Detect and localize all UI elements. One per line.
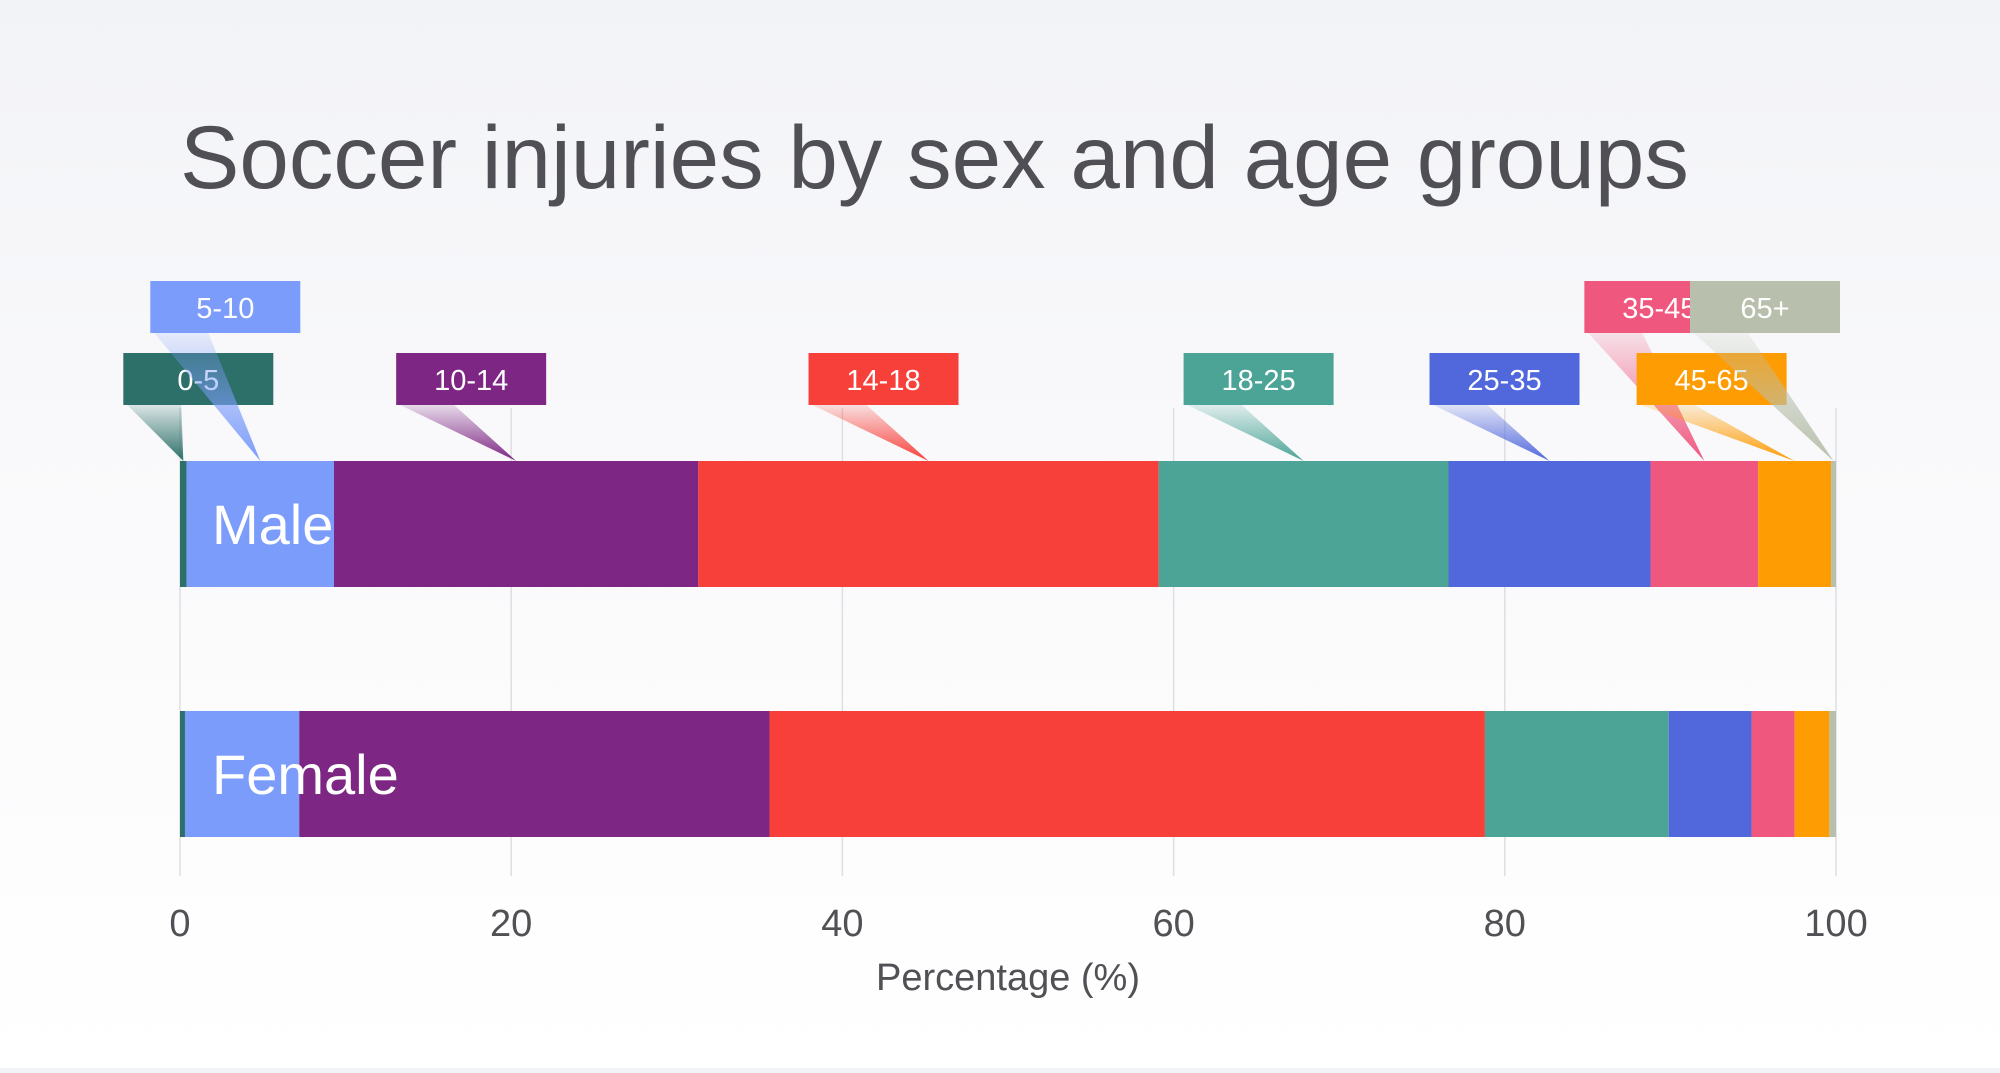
- bar-female-5-10: [184, 711, 300, 837]
- legend-pointer-14-18: [812, 405, 929, 461]
- x-tick-label: 60: [1152, 903, 1194, 945]
- bar-male-25-35: [1448, 461, 1651, 587]
- bar-male-5-10: [186, 461, 335, 587]
- legend-label-25-35: 25-35: [1467, 365, 1541, 397]
- bar-male-14-18: [698, 461, 1159, 587]
- bar-male-18-25: [1158, 461, 1449, 587]
- x-axis: 0 20 40 60 80 100: [169, 903, 1867, 945]
- legend-pointer-25-35: [1433, 405, 1550, 461]
- legend-box-5-10: [150, 281, 301, 333]
- bar-male-35-45: [1650, 461, 1759, 587]
- category-labels: Male Female: [212, 493, 399, 806]
- legend-pointer-5-10: [154, 333, 261, 461]
- legend-box-65: [1690, 281, 1840, 333]
- legend-box-18-25: [1183, 353, 1334, 405]
- bar-female-18-25: [1484, 711, 1669, 837]
- category-label-male: Male: [212, 493, 333, 556]
- legend-label-5-10: 5-10: [196, 293, 254, 325]
- bar-male-0-5: [180, 461, 187, 587]
- x-tick-label: 20: [490, 903, 532, 945]
- chart-title: Soccer injuries by sex and age groups: [180, 107, 1689, 207]
- bar-female-0-5: [180, 711, 185, 837]
- legend-pointer-18-25: [1187, 405, 1304, 461]
- bar-female-45-65: [1794, 711, 1830, 837]
- x-tick-label: 0: [169, 903, 190, 945]
- bar-male-10-14: [334, 461, 699, 587]
- bar-male-45-65: [1758, 461, 1832, 587]
- x-axis-label: Percentage (%): [876, 957, 1140, 999]
- category-label-female: Female: [212, 743, 399, 806]
- bar-female-25-35: [1668, 711, 1752, 837]
- legend-pointer-65: [1694, 333, 1834, 461]
- legend-box-25-35: [1429, 353, 1580, 405]
- legend-box-10-14: [396, 353, 547, 405]
- legend-label-35-45: 35-45: [1622, 293, 1696, 325]
- x-tick-label: 80: [1484, 903, 1526, 945]
- legend-label-65: 65+: [1740, 293, 1789, 325]
- bar-male-65: [1831, 461, 1836, 587]
- legend-box-14-18: [808, 353, 959, 405]
- bars-layer: [180, 461, 1836, 837]
- legend-pointer-10-14: [400, 405, 517, 461]
- legend-pointer-0-5: [127, 405, 184, 461]
- bar-female-65: [1829, 711, 1836, 837]
- legend-pointer-45-65: [1640, 405, 1795, 461]
- x-tick-label: 40: [821, 903, 863, 945]
- x-tick-label: 100: [1804, 903, 1867, 945]
- legend-label-14-18: 14-18: [846, 365, 920, 397]
- bar-female-35-45: [1751, 711, 1795, 837]
- bar-female-10-14: [299, 711, 770, 837]
- bar-female-14-18: [769, 711, 1485, 837]
- legend-label-18-25: 18-25: [1222, 365, 1296, 397]
- legend-label-10-14: 10-14: [434, 365, 508, 397]
